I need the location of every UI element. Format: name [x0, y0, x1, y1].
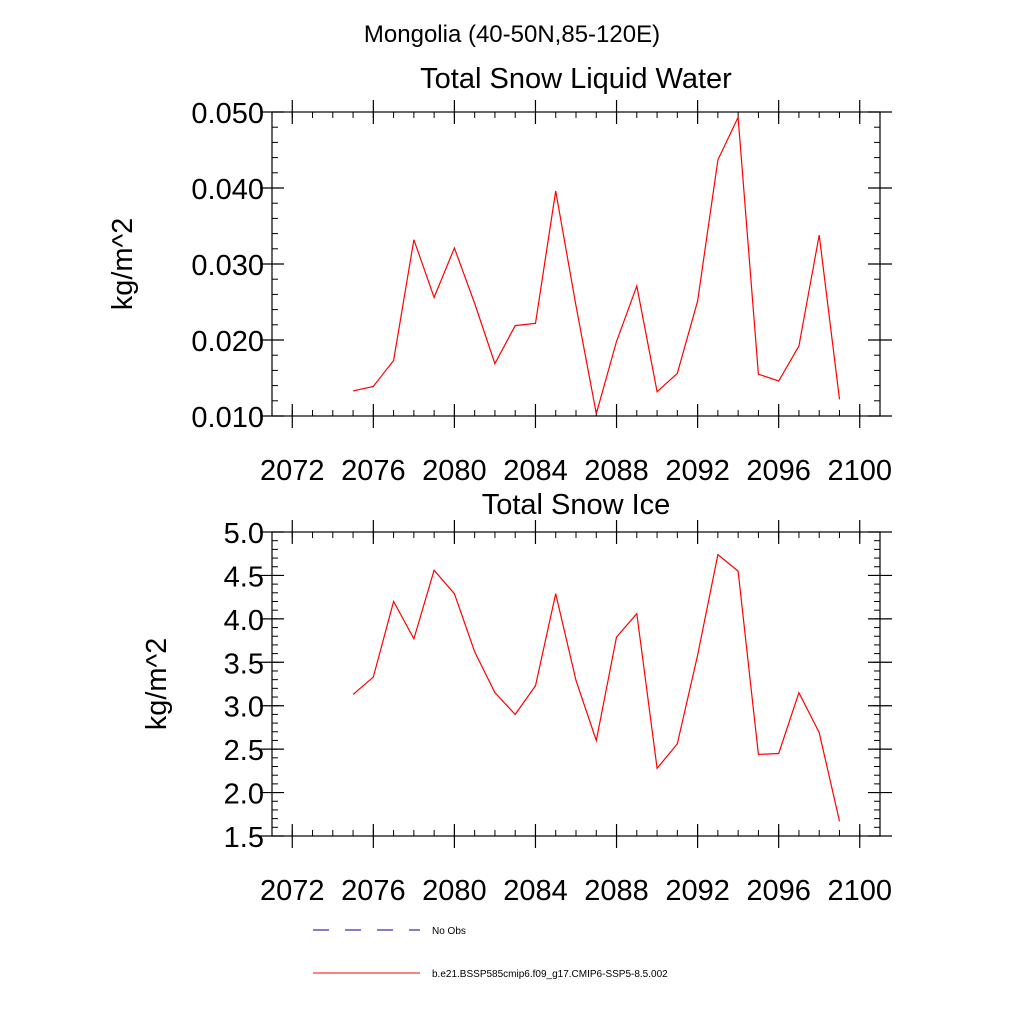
x-tick-label: 2072	[260, 875, 325, 907]
legend-label: No Obs	[432, 926, 466, 937]
y-tick-label: 0.030	[191, 250, 264, 282]
chart-title: Total Snow Liquid Water	[420, 63, 732, 95]
x-tick-label: 2088	[584, 455, 649, 487]
y-tick-label: 4.0	[224, 605, 264, 637]
x-tick-label: 2072	[260, 455, 325, 487]
chart-snow-liquid-water: Total Snow Liquid Water kg/m^2 2072 2076 208…	[107, 63, 892, 487]
figure-suptitle: Mongolia (40-50N,85-120E)	[364, 21, 660, 48]
plot-frame	[271, 111, 881, 417]
y-tick-label: 0.020	[191, 326, 264, 358]
x-tick-label: 2076	[341, 455, 406, 487]
x-tick-label: 2100	[827, 875, 892, 907]
x-tick-label: 2092	[665, 875, 730, 907]
chart-title: Total Snow Ice	[482, 489, 671, 521]
series-line	[352, 115, 841, 414]
y-tick-label: 5.0	[224, 518, 264, 550]
x-tick-label: 2092	[665, 455, 730, 487]
x-tick-label: 2076	[341, 875, 406, 907]
chart-snow-ice: Total Snow Ice kg/m^2 2072 2076 2080 2084 2088…	[141, 489, 892, 907]
x-tick-label: 2080	[422, 455, 487, 487]
y-tick-label: 4.5	[224, 561, 264, 593]
legend-label: b.e21.BSSP585cmip6.f09_g17.CMIP6-SSP5-8.…	[432, 969, 668, 980]
y-tick-label: 3.0	[224, 692, 264, 724]
y-axis-label: kg/m^2	[141, 638, 173, 731]
y-tick-label: 3.5	[224, 648, 264, 680]
x-tick-label: 2080	[422, 875, 487, 907]
x-tick-label: 2100	[827, 455, 892, 487]
y-axis-label: kg/m^2	[107, 218, 139, 311]
series-line	[352, 553, 841, 822]
x-tick-label: 2096	[746, 455, 811, 487]
y-tick-label: 2.0	[224, 779, 264, 811]
plot-frame	[271, 531, 881, 837]
x-tick-label: 2088	[584, 875, 649, 907]
y-tick-label: 1.5	[224, 822, 264, 854]
x-tick-label: 2096	[746, 875, 811, 907]
legend: No Obs b.e21.BSSP585cmip6.f09_g17.CMIP6-S…	[313, 926, 668, 980]
y-tick-label: 0.050	[191, 98, 264, 130]
y-tick-label: 0.040	[191, 174, 264, 206]
y-tick-label: 0.010	[191, 402, 264, 434]
x-tick-label: 2084	[503, 875, 568, 907]
y-tick-label: 2.5	[224, 735, 264, 767]
x-tick-label: 2084	[503, 455, 568, 487]
